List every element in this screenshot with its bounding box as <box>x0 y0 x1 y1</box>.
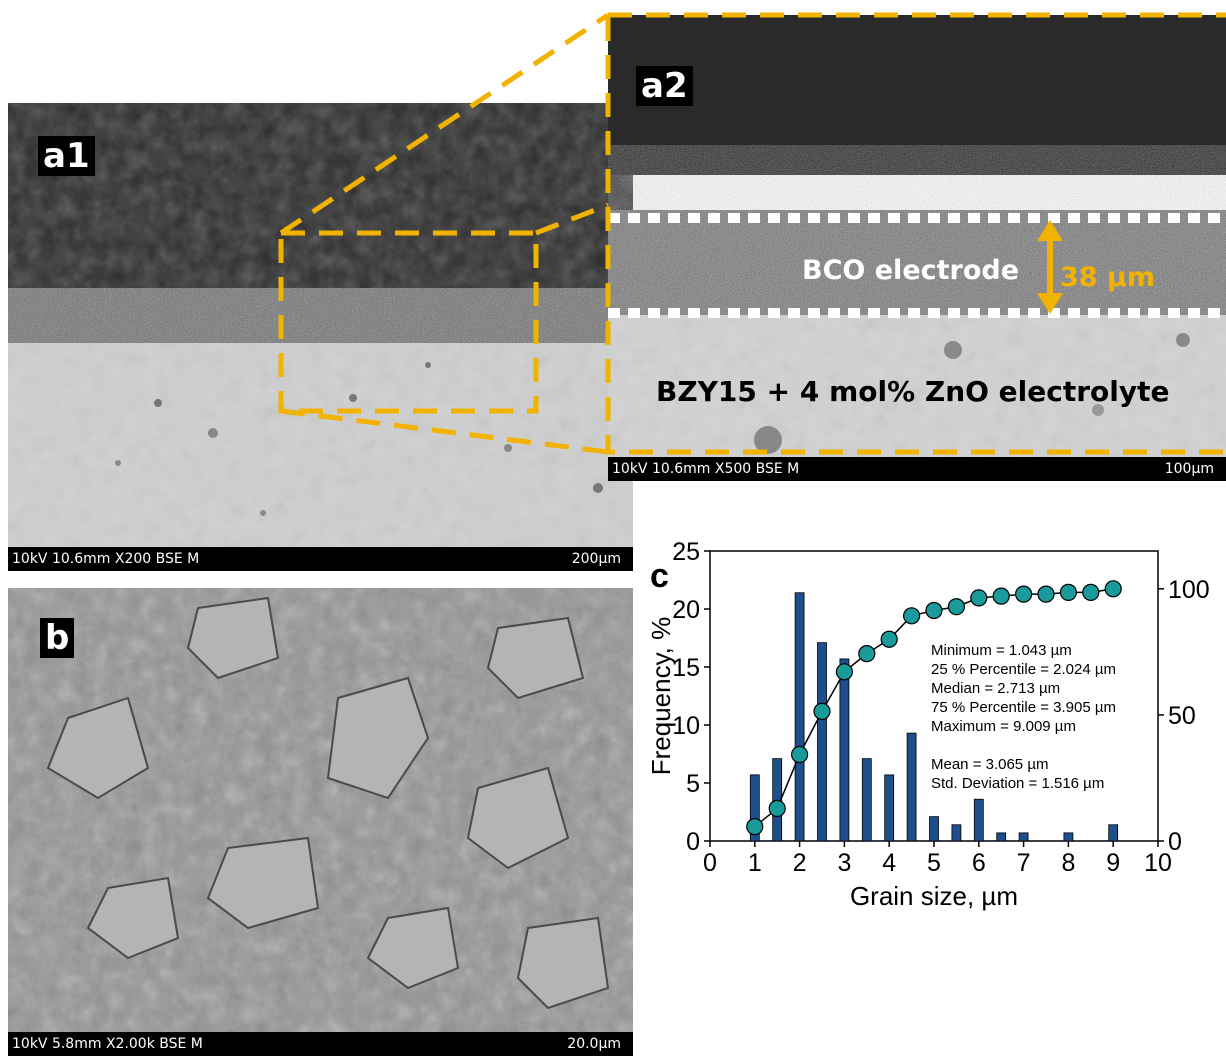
sem-info-bar-b: 10kV 5.8mm X2.00k BSE M 20.0µm <box>8 1032 633 1056</box>
x-tick-label: 10 <box>1144 849 1172 877</box>
frequency-bar <box>929 816 939 842</box>
sem-image-b: b 10kV 5.8mm X2.00k BSE M 20.0µm <box>8 588 633 1056</box>
thickness-label: 38 µm <box>1060 262 1155 293</box>
x-tick-label: 9 <box>1106 849 1120 877</box>
cumulative-point <box>880 630 898 648</box>
sem-info-a1: 10kV 10.6mm X200 BSE M <box>12 551 200 567</box>
sem-info-b: 10kV 5.8mm X2.00k BSE M <box>12 1036 203 1052</box>
cumulative-point <box>992 587 1010 605</box>
x-axis-label: Grain size, µm <box>850 881 1018 911</box>
sem-info-bar-a2: 10kV 10.6mm X500 BSE M 100µm <box>608 457 1226 481</box>
y-tick-label: 0 <box>686 828 700 856</box>
x-tick-label: 8 <box>1061 849 1075 877</box>
stat-line: Median = 2.713 µm <box>931 680 1060 697</box>
stat-line: Minimum = 1.043 µm <box>931 642 1072 659</box>
frequency-bar <box>973 798 984 842</box>
sem-info-bar-a1: 10kV 10.6mm X200 BSE M 200µm <box>8 547 633 571</box>
cumulative-point <box>947 598 965 616</box>
frequency-bar <box>772 758 783 842</box>
x-tick-label: 1 <box>748 849 762 877</box>
stat-line: Std. Deviation = 1.516 µm <box>931 775 1104 792</box>
cumulative-point <box>813 702 831 720</box>
cumulative-point <box>925 601 943 620</box>
panel-label-c: c <box>650 557 669 595</box>
cumulative-point <box>768 799 786 818</box>
cumulative-point <box>1059 583 1077 601</box>
electrode-label: BCO electrode <box>802 255 1020 286</box>
sem-a2-micrograph <box>608 15 1226 457</box>
sem-b-micrograph <box>8 588 633 1032</box>
y2-tick-label: 50 <box>1168 702 1196 730</box>
cumulative-point <box>791 745 809 764</box>
y2-tick-label: 100 <box>1168 576 1210 604</box>
panel-label-a1: a1 <box>38 136 95 176</box>
y-tick-label: 5 <box>686 770 700 798</box>
y-tick-label: 10 <box>672 712 700 740</box>
x-tick-label: 5 <box>927 849 941 877</box>
sem-a1-micrograph <box>8 103 633 548</box>
x-tick-label: 7 <box>1017 849 1031 877</box>
frequency-bar <box>817 642 827 842</box>
frequency-bar <box>1108 824 1119 842</box>
y-tick-label: 25 <box>672 541 700 566</box>
cumulative-point <box>1037 585 1055 603</box>
scale-label-a1: 200µm <box>571 551 621 567</box>
cumulative-point <box>835 663 853 681</box>
stat-line: 75 % Percentile = 3.905 µm <box>931 699 1116 716</box>
y-axis-label: Frequency, % <box>646 617 676 775</box>
sem-image-a1: a1 10kV 10.6mm X200 BSE M 200µm <box>8 103 633 571</box>
frequency-bar <box>1018 832 1029 842</box>
x-tick-label: 0 <box>703 849 717 877</box>
y-tick-label: 15 <box>672 654 700 682</box>
frequency-bar <box>1063 832 1074 842</box>
y-tick-label: 20 <box>672 596 700 624</box>
frequency-bar <box>906 732 917 842</box>
stat-line: Mean = 3.065 µm <box>931 756 1048 773</box>
cumulative-point <box>858 645 876 663</box>
x-tick-label: 3 <box>837 849 851 877</box>
frequency-bar <box>884 774 895 842</box>
y2-tick-label: 0 <box>1168 828 1182 856</box>
cumulative-point <box>970 589 988 607</box>
cumulative-point <box>1104 580 1122 598</box>
frequency-bar <box>839 658 850 842</box>
x-tick-label: 4 <box>882 849 896 877</box>
stat-line: 25 % Percentile = 2.024 µm <box>931 661 1116 678</box>
cumulative-point <box>746 818 764 836</box>
frequency-bar <box>861 758 872 842</box>
panel-label-a2: a2 <box>636 66 693 106</box>
x-tick-label: 2 <box>793 849 807 877</box>
scale-label-b: 20.0µm <box>567 1036 621 1052</box>
sem-image-a2: a2 BCO electrode 38 µm BZY15 + 4 mol% Zn… <box>608 15 1226 481</box>
cumulative-point <box>1015 585 1033 603</box>
sem-info-a2: 10kV 10.6mm X500 BSE M <box>612 461 800 477</box>
panel-label-b: b <box>40 618 75 658</box>
frequency-bar <box>951 824 962 842</box>
frequency-bar <box>794 592 805 842</box>
cumulative-point <box>1082 583 1100 601</box>
cumulative-point <box>903 607 921 625</box>
scale-label-a2: 100µm <box>1164 461 1214 477</box>
x-tick-label: 6 <box>972 849 986 877</box>
electrolyte-label: BZY15 + 4 mol% ZnO electrolyte <box>656 375 1170 408</box>
stat-line: Maximum = 9.009 µm <box>931 718 1076 735</box>
frequency-bar <box>996 832 1007 842</box>
